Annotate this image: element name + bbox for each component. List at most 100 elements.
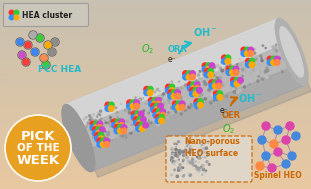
- Circle shape: [208, 72, 214, 78]
- Bar: [0, 32, 311, 36]
- Bar: [0, 69, 311, 74]
- Bar: [0, 9, 311, 14]
- Circle shape: [233, 70, 239, 75]
- Circle shape: [198, 168, 200, 170]
- Circle shape: [209, 63, 215, 68]
- Circle shape: [214, 91, 219, 97]
- Circle shape: [231, 77, 236, 83]
- Circle shape: [244, 79, 246, 81]
- Circle shape: [90, 125, 96, 130]
- Circle shape: [180, 97, 182, 98]
- Circle shape: [168, 93, 174, 99]
- Circle shape: [193, 164, 194, 166]
- Circle shape: [176, 143, 178, 144]
- Bar: [0, 38, 311, 42]
- Bar: [0, 63, 311, 67]
- Circle shape: [122, 130, 124, 132]
- Circle shape: [279, 57, 281, 59]
- Circle shape: [173, 163, 175, 165]
- Circle shape: [224, 71, 226, 73]
- Circle shape: [229, 64, 231, 66]
- Circle shape: [181, 104, 182, 105]
- Circle shape: [183, 74, 188, 80]
- Circle shape: [190, 151, 192, 153]
- Circle shape: [178, 167, 180, 169]
- Circle shape: [204, 69, 210, 74]
- Bar: [0, 120, 311, 124]
- Circle shape: [217, 81, 220, 84]
- Bar: [0, 19, 311, 23]
- Circle shape: [200, 105, 202, 107]
- Circle shape: [272, 46, 274, 48]
- Circle shape: [184, 149, 187, 152]
- Circle shape: [253, 70, 254, 71]
- Bar: [0, 16, 311, 20]
- Circle shape: [272, 47, 274, 49]
- Circle shape: [197, 167, 199, 170]
- Circle shape: [178, 169, 179, 171]
- Bar: [0, 139, 311, 143]
- Bar: [0, 79, 311, 83]
- Circle shape: [186, 156, 188, 159]
- Circle shape: [117, 136, 119, 138]
- Text: HEO surface: HEO surface: [185, 149, 239, 158]
- Circle shape: [211, 94, 213, 96]
- Circle shape: [250, 54, 251, 55]
- Circle shape: [179, 101, 185, 107]
- Bar: [0, 6, 311, 10]
- Circle shape: [118, 125, 123, 130]
- Circle shape: [283, 70, 284, 71]
- Circle shape: [95, 136, 100, 142]
- Circle shape: [197, 99, 203, 104]
- Circle shape: [214, 100, 215, 101]
- Circle shape: [237, 64, 238, 65]
- Circle shape: [274, 60, 280, 65]
- Circle shape: [188, 106, 189, 108]
- Bar: [0, 148, 311, 152]
- Circle shape: [171, 153, 172, 154]
- Circle shape: [126, 119, 129, 122]
- Circle shape: [41, 55, 47, 61]
- Circle shape: [190, 147, 191, 148]
- Circle shape: [142, 112, 144, 115]
- Circle shape: [226, 66, 228, 68]
- Circle shape: [145, 103, 146, 105]
- Circle shape: [160, 109, 165, 115]
- Circle shape: [209, 82, 210, 84]
- Circle shape: [154, 91, 156, 93]
- Circle shape: [268, 164, 276, 172]
- Circle shape: [159, 113, 161, 115]
- Circle shape: [181, 151, 184, 153]
- Circle shape: [144, 128, 146, 130]
- Circle shape: [211, 86, 213, 88]
- Text: HEA cluster: HEA cluster: [22, 11, 72, 19]
- Bar: [0, 101, 311, 105]
- Circle shape: [214, 91, 215, 92]
- Bar: [0, 136, 311, 140]
- Circle shape: [191, 85, 196, 91]
- Circle shape: [165, 92, 168, 95]
- Circle shape: [255, 58, 257, 60]
- Circle shape: [112, 119, 118, 125]
- Circle shape: [108, 131, 110, 133]
- Circle shape: [193, 91, 199, 97]
- Circle shape: [171, 174, 172, 176]
- Circle shape: [209, 164, 210, 165]
- Circle shape: [194, 85, 200, 91]
- Circle shape: [230, 66, 235, 72]
- Circle shape: [239, 64, 241, 67]
- Circle shape: [197, 81, 199, 83]
- Circle shape: [91, 121, 92, 122]
- Circle shape: [216, 98, 218, 101]
- Circle shape: [204, 83, 205, 84]
- Circle shape: [252, 52, 254, 54]
- Circle shape: [168, 100, 170, 102]
- Circle shape: [205, 147, 207, 149]
- Circle shape: [208, 89, 210, 91]
- Circle shape: [176, 105, 182, 110]
- Circle shape: [205, 152, 207, 154]
- Circle shape: [160, 112, 165, 118]
- Circle shape: [97, 142, 103, 147]
- Circle shape: [236, 81, 238, 83]
- Circle shape: [171, 88, 173, 91]
